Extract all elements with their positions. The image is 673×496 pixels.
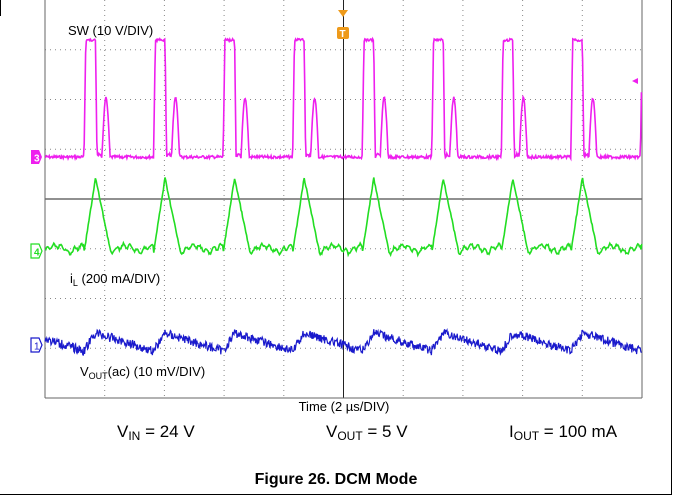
output-ripple-waveform (44, 327, 642, 357)
oscilloscope-plot: SW (10 V/DIV) iL (200 mA/DIV) VOUT(ac) (… (30, 0, 643, 414)
iout-condition: IOUT = 100 mA (509, 422, 618, 443)
vin-condition: VIN = 24 V (117, 422, 195, 443)
sw-label: SW (10 V/DIV) (68, 23, 153, 38)
ch4-marker: 4 (30, 243, 43, 259)
ch3-marker: 3 (31, 150, 42, 165)
inductor-current-waveform (44, 177, 643, 258)
vout-condition: VOUT = 5 V (326, 422, 408, 443)
ch1-marker: 1 (30, 337, 43, 353)
trigger-marker: T (337, 10, 349, 40)
frame-left-edge (0, 0, 1, 16)
svg-text:4: 4 (34, 248, 40, 259)
time-axis-label: Time (2 µs/DIV) (299, 399, 390, 414)
figure-caption: Figure 26. DCM Mode (254, 471, 418, 488)
svg-text:3: 3 (34, 154, 40, 165)
trigger-level-arrow (632, 78, 638, 84)
plot-grid (44, 0, 643, 399)
svg-text:T: T (340, 29, 346, 40)
sw-waveform (44, 36, 643, 162)
il-label: iL (200 mA/DIV) (70, 271, 160, 288)
svg-text:1: 1 (34, 342, 40, 353)
vout-label: VOUT(ac) (10 mV/DIV) (80, 364, 205, 381)
